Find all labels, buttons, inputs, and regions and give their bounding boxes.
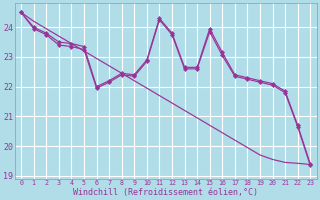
- X-axis label: Windchill (Refroidissement éolien,°C): Windchill (Refroidissement éolien,°C): [73, 188, 258, 197]
